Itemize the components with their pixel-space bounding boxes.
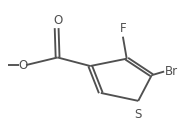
- Text: Br: Br: [165, 65, 178, 78]
- Text: O: O: [53, 14, 62, 27]
- Text: O: O: [18, 59, 27, 72]
- Text: F: F: [120, 22, 126, 35]
- Text: S: S: [135, 108, 142, 121]
